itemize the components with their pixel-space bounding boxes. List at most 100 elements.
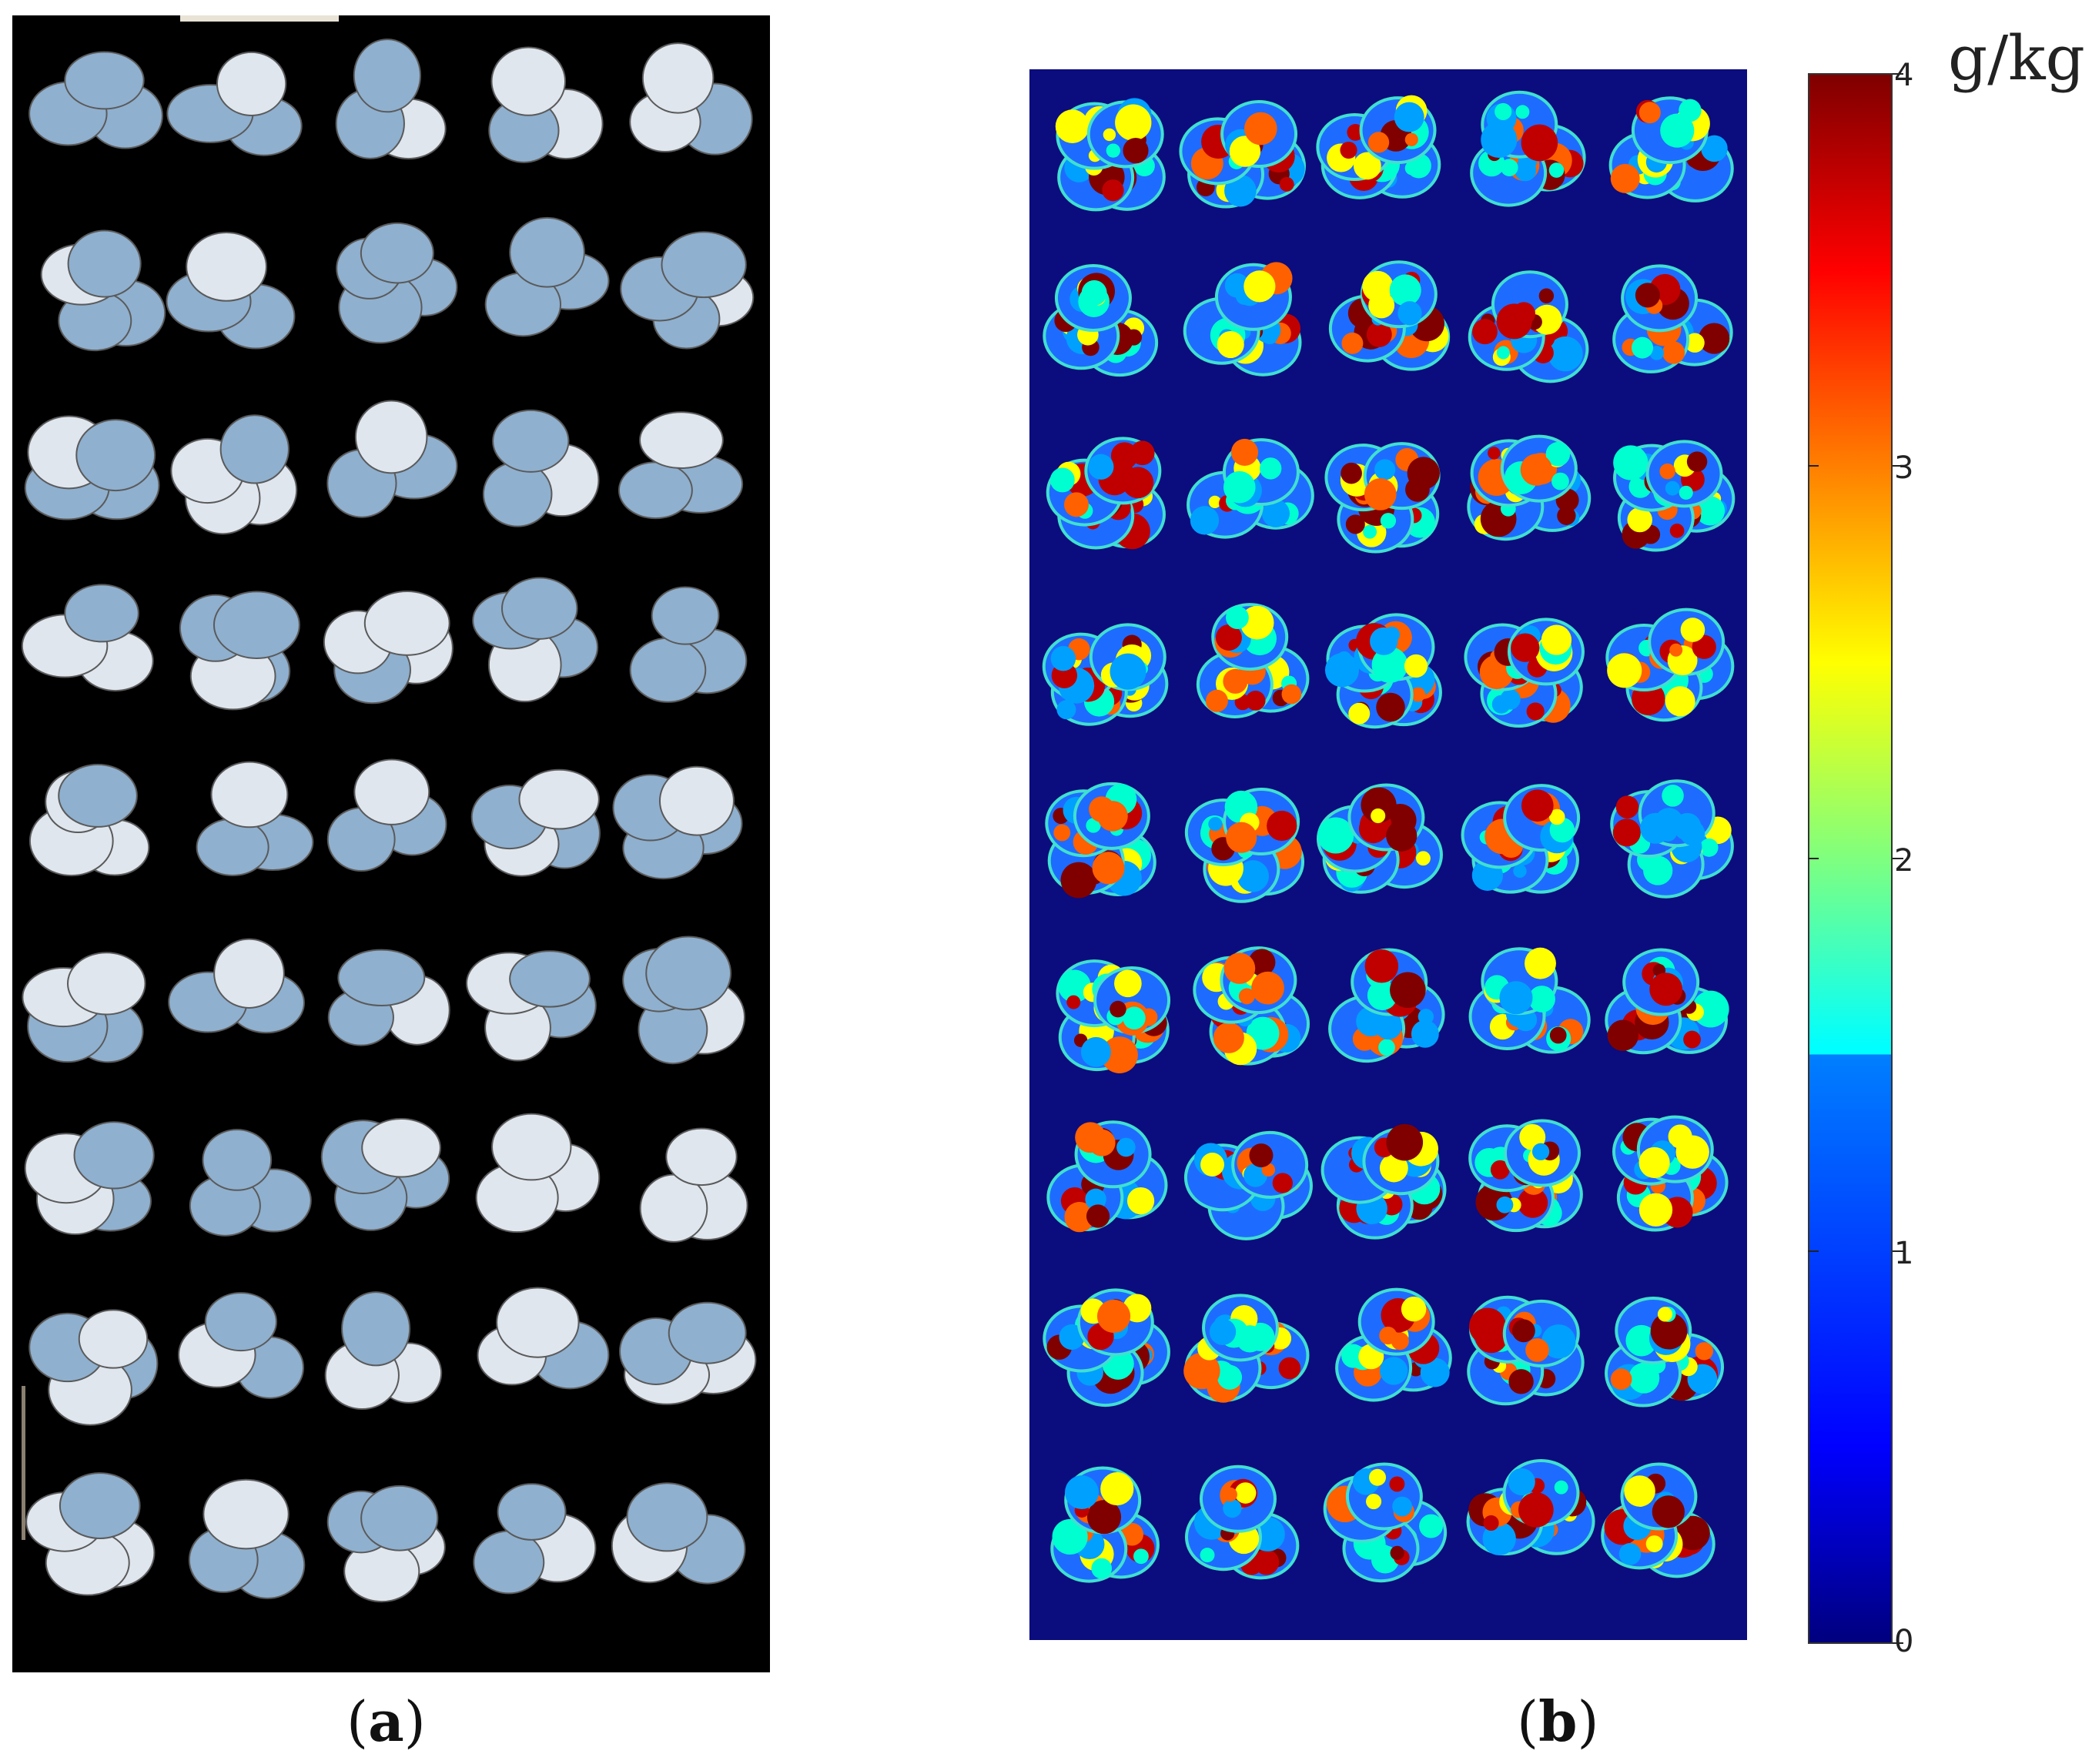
specimen-cluster: [488, 46, 604, 163]
blob-speckle: [1363, 524, 1377, 539]
specimen-cluster: [178, 1292, 304, 1399]
specimen-bead: [500, 577, 578, 640]
scale-bar: [22, 1386, 25, 1540]
blob-speckle: [1200, 1153, 1224, 1177]
blob-speckle: [1065, 1475, 1099, 1510]
specimen-bead: [645, 936, 732, 1011]
specimen-bead: [186, 231, 267, 302]
blob-speckle: [1086, 818, 1101, 833]
blob-speckle: [1133, 1548, 1149, 1565]
specimen-cluster: [629, 42, 753, 156]
blob-speckle: [1541, 624, 1572, 655]
concentration-blob: [1461, 784, 1581, 894]
concentration-blob: [1183, 1294, 1310, 1403]
colorbar-tick-label: 4: [1894, 58, 1914, 93]
specimen-photo: [12, 15, 770, 1672]
specimen-cluster: [21, 584, 154, 692]
blob-speckle: [1549, 1026, 1567, 1044]
blob-speckle: [1660, 113, 1695, 148]
specimen-cluster: [189, 1129, 312, 1237]
blob-speckle: [1367, 980, 1397, 1011]
blob-speckle: [1058, 969, 1091, 1003]
specimen-bead: [509, 950, 591, 1008]
colorbar-tick: [1893, 465, 1903, 467]
blob-speckle: [1379, 1327, 1397, 1345]
concentration-blob: [1183, 262, 1302, 377]
blob-speckle: [1248, 949, 1276, 976]
specimen-bead: [497, 1483, 567, 1541]
blob-speckle: [1389, 274, 1421, 306]
specimen-bead: [518, 768, 600, 830]
concentration-blob: [1605, 1296, 1725, 1408]
blob-speckle: [1233, 140, 1251, 159]
specimen-bead: [213, 938, 285, 1009]
specimen-bead: [492, 409, 570, 473]
concentration-blob: [1601, 1462, 1715, 1578]
blob-speckle: [1096, 1299, 1131, 1334]
blob-speckle: [1208, 495, 1221, 508]
blob-speckle: [1055, 109, 1090, 143]
blob-speckle: [1685, 333, 1705, 353]
blob-speckle: [1261, 499, 1290, 527]
blob-speckle: [1272, 1173, 1294, 1193]
blob-speckle: [1628, 1362, 1660, 1394]
concentration-blob: [1196, 603, 1310, 718]
blob-speckle: [1125, 329, 1143, 346]
concentration-blob: [1317, 783, 1443, 894]
blob-speckle: [1243, 1163, 1267, 1187]
blob-speckle: [1066, 995, 1081, 1009]
blob-speckle: [1386, 820, 1418, 852]
blob-speckle: [1659, 463, 1675, 480]
concentration-blob: [1193, 946, 1310, 1066]
blob-speckle: [1404, 132, 1418, 146]
concentration-blob: [1468, 1119, 1583, 1233]
blob-speckle: [1237, 860, 1270, 892]
blob-speckle: [1081, 279, 1107, 306]
blob-speckle: [1401, 1296, 1427, 1322]
blob-speckle: [1364, 949, 1399, 983]
blob-speckle: [1405, 477, 1430, 502]
blob-speckle: [1699, 323, 1730, 354]
concentration-blob: [1328, 260, 1451, 371]
specimen-cluster: [166, 51, 303, 156]
specimen-bead: [202, 1129, 273, 1191]
specimen-bead: [639, 411, 724, 469]
specimen-bead: [491, 1113, 572, 1181]
concentration-blob: [1056, 959, 1171, 1073]
blob-speckle: [1223, 952, 1256, 984]
specimen-bead: [354, 400, 428, 474]
specimen-bead: [203, 1478, 290, 1550]
specimen-cluster: [320, 1118, 450, 1231]
blob-speckle: [1217, 1364, 1243, 1390]
colorbar-tick: [1893, 1250, 1903, 1252]
blob-speckle: [1392, 1496, 1412, 1517]
blob-speckle: [1500, 159, 1518, 176]
blob-speckle: [1638, 1193, 1673, 1227]
blob-speckle: [1692, 990, 1729, 1028]
specimen-cluster: [629, 586, 748, 703]
blob-speckle: [1633, 1492, 1648, 1507]
blob-speckle: [1511, 1319, 1535, 1343]
blob-speckle: [1115, 104, 1152, 141]
blob-speckle: [1675, 1135, 1709, 1169]
concentration-blob: [1050, 1466, 1160, 1583]
blob-speckle: [1683, 1030, 1701, 1049]
specimen-bead: [665, 1127, 738, 1187]
specimen-cluster: [40, 229, 166, 352]
blob-speckle: [1624, 1475, 1655, 1507]
blob-speckle: [1669, 643, 1683, 657]
blob-speckle: [1088, 454, 1114, 480]
specimen-cluster: [188, 1478, 306, 1599]
blob-speckle: [1514, 159, 1537, 182]
specimen-cluster: [473, 1483, 597, 1595]
specimen-bead: [64, 51, 145, 110]
concentration-blob: [1045, 782, 1156, 899]
blob-speckle: [1243, 270, 1276, 303]
concentration-blob: [1468, 270, 1589, 383]
specimen-cluster: [618, 411, 744, 520]
blob-speckle: [1607, 653, 1642, 688]
blob-speckle: [1060, 862, 1097, 899]
blob-speckle: [1525, 947, 1556, 979]
blob-speckle: [1123, 138, 1149, 164]
specimen-cluster: [28, 1309, 159, 1426]
